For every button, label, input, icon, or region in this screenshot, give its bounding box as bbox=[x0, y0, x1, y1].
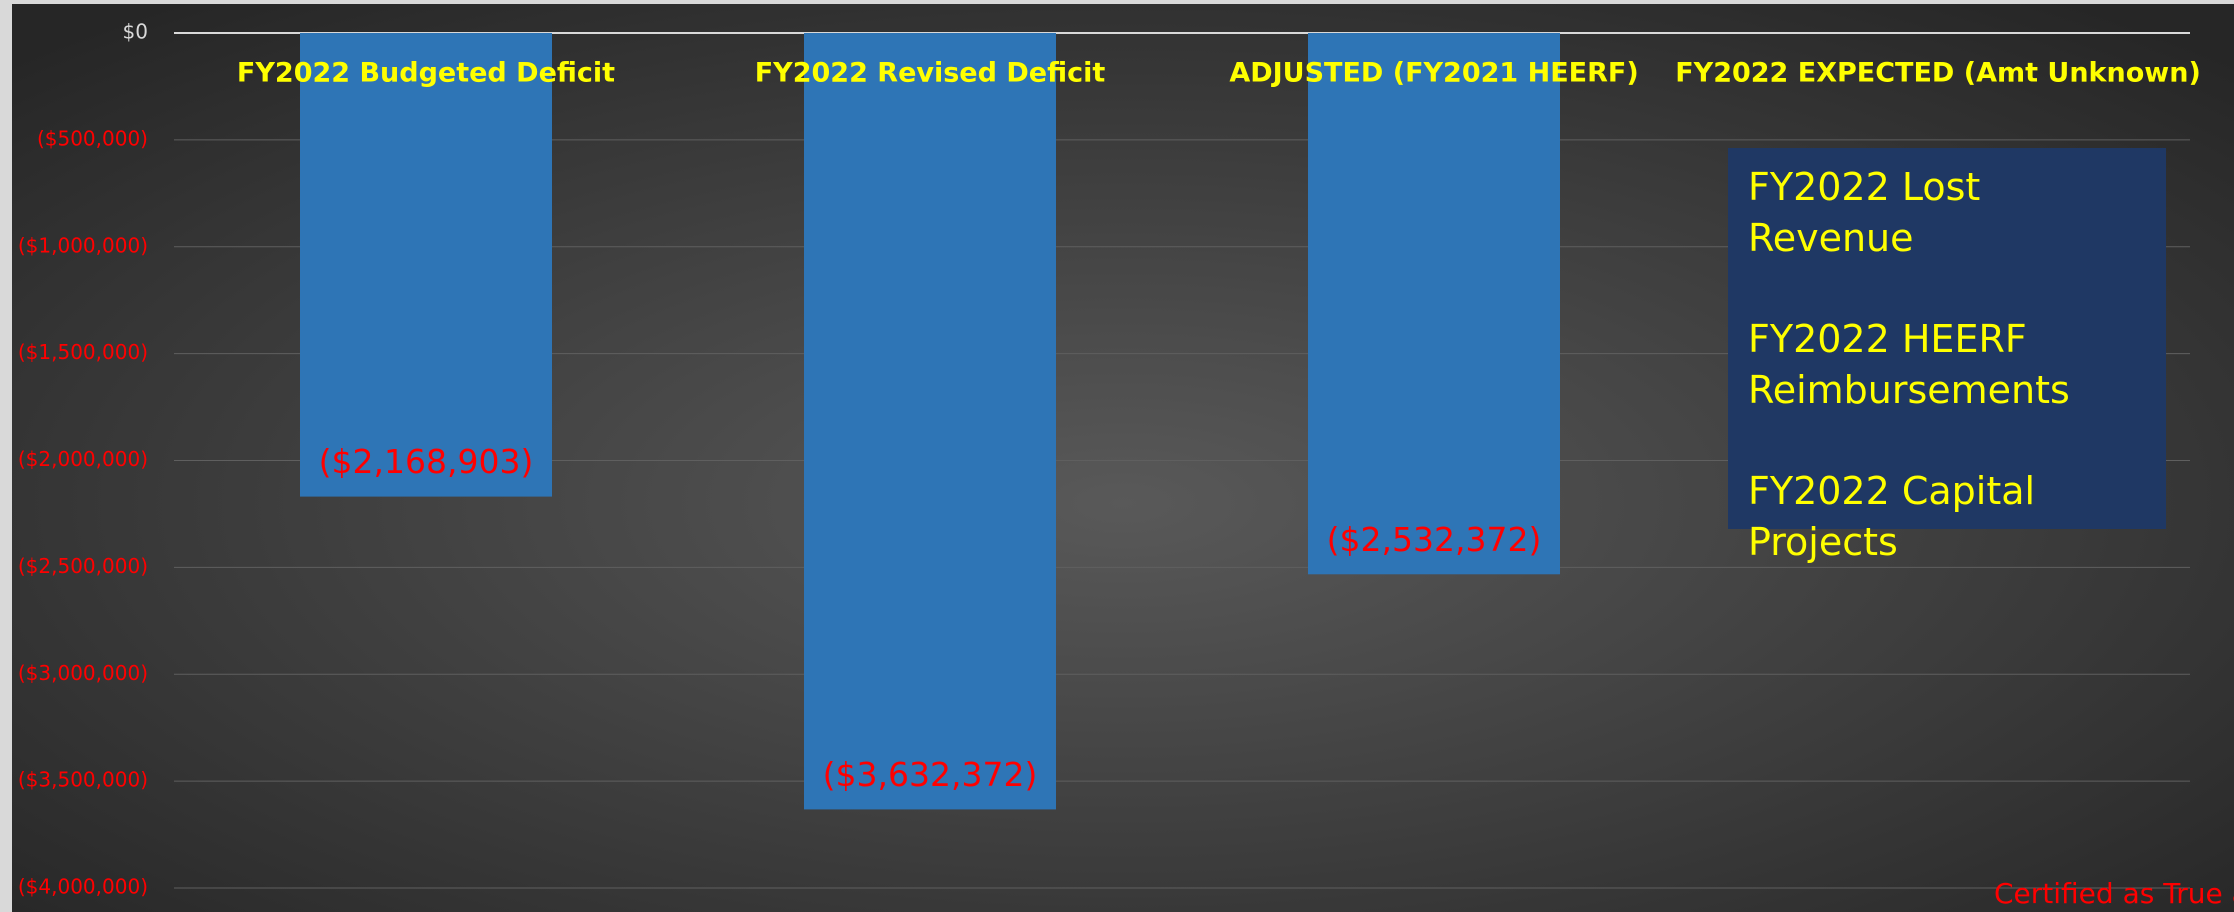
y-tick-label: ($4,000,000) bbox=[18, 875, 148, 899]
x-tick-label: FY2022 Revised Deficit bbox=[755, 58, 1106, 89]
x-tick-label: ADJUSTED (FY2021 HEERF) bbox=[1229, 58, 1638, 89]
value-label: ($3,632,372) bbox=[823, 755, 1038, 794]
y-tick-label: ($500,000) bbox=[37, 126, 148, 150]
annotation-box: FY2022 Lost Revenue FY2022 HEERF Reimbur… bbox=[1728, 148, 2166, 564]
y-tick-label: ($3,500,000) bbox=[18, 768, 148, 792]
value-label: ($2,532,372) bbox=[1327, 520, 1542, 559]
y-tick-label: $0 bbox=[123, 20, 148, 44]
bar bbox=[300, 33, 552, 497]
footnote: Certified as True an bbox=[1994, 877, 2234, 910]
y-tick-label: ($1,500,000) bbox=[18, 340, 148, 364]
annotation: FY2022 Lost Revenue bbox=[1748, 165, 1981, 260]
x-tick-label: FY2022 EXPECTED (Amt Unknown) bbox=[1675, 58, 2201, 89]
bar bbox=[804, 33, 1056, 810]
annotation: FY2022 Capital Projects bbox=[1748, 469, 2036, 564]
x-tick-label: FY2022 Budgeted Deficit bbox=[237, 58, 615, 89]
y-tick-label: ($2,500,000) bbox=[18, 554, 148, 578]
value-label: ($2,168,903) bbox=[319, 442, 534, 481]
y-tick-label: ($1,000,000) bbox=[18, 233, 148, 257]
y-tick-label: ($2,000,000) bbox=[18, 447, 148, 471]
annotation: FY2022 HEERF Reimbursements bbox=[1748, 317, 2070, 412]
bar bbox=[1308, 33, 1560, 575]
y-tick-label: ($3,000,000) bbox=[18, 661, 148, 685]
